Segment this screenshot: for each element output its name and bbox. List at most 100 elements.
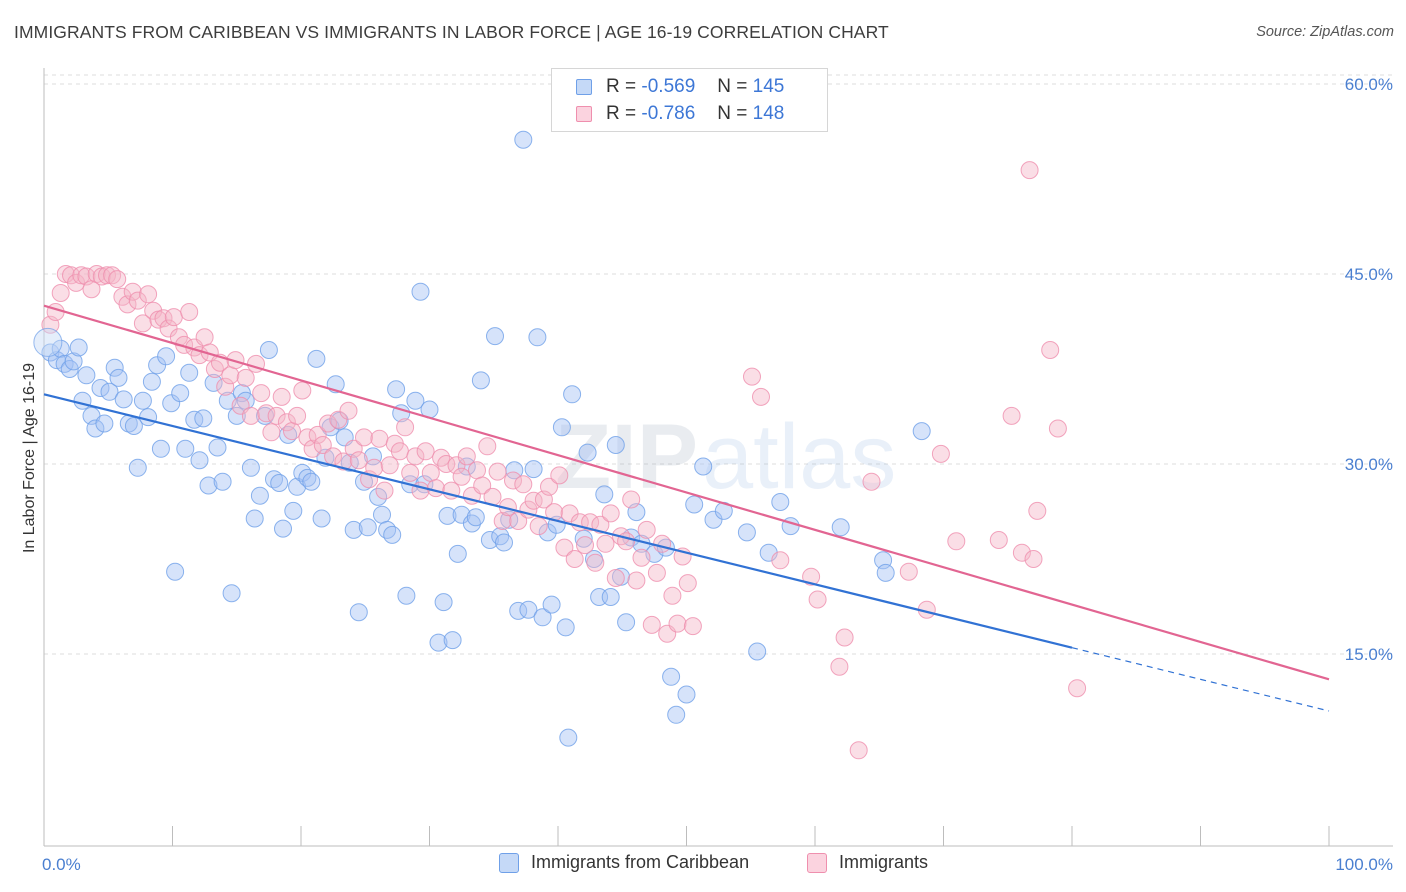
point-immigrants — [401, 463, 420, 482]
point-caribbean — [274, 519, 292, 538]
point-caribbean — [86, 419, 105, 438]
series-label-caribbean: Immigrants from Caribbean — [531, 852, 750, 872]
point-immigrants — [252, 384, 271, 403]
point-caribbean — [349, 603, 368, 622]
point-immigrants — [653, 534, 672, 553]
point-caribbean — [64, 352, 83, 371]
point-immigrants — [416, 442, 435, 461]
point-immigrants — [241, 406, 260, 425]
watermark-atlas: atlas — [702, 406, 896, 508]
point-immigrants — [596, 534, 615, 553]
point-immigrants — [862, 472, 881, 491]
point-immigrants — [128, 291, 147, 310]
point-immigrants — [123, 282, 142, 301]
point-immigrants — [288, 406, 307, 425]
point-immigrants — [293, 381, 312, 400]
point-immigrants — [51, 284, 70, 302]
point-caribbean — [307, 349, 326, 368]
data-points — [33, 130, 1087, 760]
point-immigrants — [622, 490, 641, 509]
point-caribbean — [133, 391, 152, 410]
point-immigrants — [540, 477, 558, 496]
series-legend-caribbean[interactable]: Immigrants from Caribbean — [499, 852, 749, 873]
point-immigrants — [313, 436, 332, 454]
point-immigrants — [329, 410, 348, 429]
point-immigrants — [1048, 419, 1067, 438]
point-caribbean — [378, 520, 397, 539]
point-caribbean — [519, 600, 538, 619]
point-caribbean — [213, 472, 232, 491]
legend-r-label: R = — [606, 76, 637, 97]
point-caribbean — [617, 613, 636, 632]
legend-n-label: N = — [717, 76, 748, 97]
point-caribbean — [171, 384, 190, 403]
point-caribbean — [91, 379, 110, 397]
point-caribbean — [406, 391, 425, 410]
series-legend: Immigrants from Caribbean Immigrants — [0, 852, 1406, 878]
correlation-legend: R = -0.569 N = 145 R = -0.786 N = 148 — [551, 68, 828, 132]
point-immigrants — [390, 442, 409, 461]
point-caribbean — [194, 409, 213, 428]
point-immigrants — [771, 551, 790, 570]
point-immigrants — [370, 429, 389, 448]
point-immigrants — [421, 463, 440, 482]
point-immigrants — [298, 428, 317, 447]
point-immigrants — [835, 628, 854, 647]
point-immigrants — [576, 536, 594, 555]
point-immigrants — [98, 266, 116, 285]
point-immigrants — [504, 471, 522, 490]
point-caribbean — [443, 631, 462, 650]
point-caribbean — [397, 586, 416, 605]
point-caribbean — [737, 523, 756, 542]
point-immigrants — [849, 741, 868, 760]
point-caribbean — [438, 506, 457, 525]
point-immigrants — [1012, 543, 1031, 562]
point-caribbean — [344, 520, 363, 539]
point-immigrants — [989, 531, 1008, 549]
point-immigrants — [627, 571, 646, 590]
point-immigrants — [339, 401, 358, 420]
y-tick-label: 15.0% — [1345, 645, 1393, 664]
point-immigrants — [606, 569, 625, 587]
point-caribbean — [204, 373, 223, 392]
legend-r-value: -0.569 — [641, 76, 696, 97]
point-caribbean — [563, 385, 582, 404]
point-immigrants — [478, 437, 497, 456]
point-immigrants — [555, 538, 574, 557]
point-immigrants — [488, 462, 507, 481]
series-legend-immigrants[interactable]: Immigrants — [807, 852, 928, 873]
point-caribbean — [250, 486, 269, 505]
point-caribbean — [185, 410, 204, 429]
watermark-zip: ZIP — [555, 406, 698, 508]
point-caribbean — [245, 509, 264, 528]
point-immigrants — [1028, 501, 1047, 520]
point-caribbean — [434, 593, 453, 612]
point-caribbean — [190, 451, 209, 470]
x-tick-label: 0.0% — [42, 855, 81, 874]
point-caribbean — [270, 474, 289, 492]
point-caribbean — [524, 460, 543, 479]
point-caribbean-large — [33, 327, 63, 357]
point-immigrants — [267, 406, 286, 425]
point-caribbean — [552, 418, 571, 437]
point-caribbean — [166, 562, 185, 581]
point-caribbean — [69, 338, 88, 357]
point-caribbean — [180, 363, 199, 382]
point-caribbean — [139, 408, 158, 427]
point-immigrants — [406, 447, 425, 466]
point-immigrants — [899, 562, 918, 581]
point-immigrants — [226, 351, 245, 370]
series-label-immigrants: Immigrants — [839, 852, 929, 872]
point-caribbean — [199, 476, 218, 495]
point-caribbean — [685, 495, 704, 514]
point-immigrants — [46, 303, 65, 321]
point-immigrants — [1020, 161, 1039, 180]
point-immigrants — [632, 548, 651, 567]
trend-line-caribbean-extension — [1071, 647, 1330, 712]
point-caribbean — [411, 282, 430, 301]
x-tick-label: 100.0% — [1335, 855, 1393, 874]
axes — [43, 68, 1393, 847]
point-immigrants — [802, 567, 821, 586]
point-immigrants — [180, 303, 199, 321]
